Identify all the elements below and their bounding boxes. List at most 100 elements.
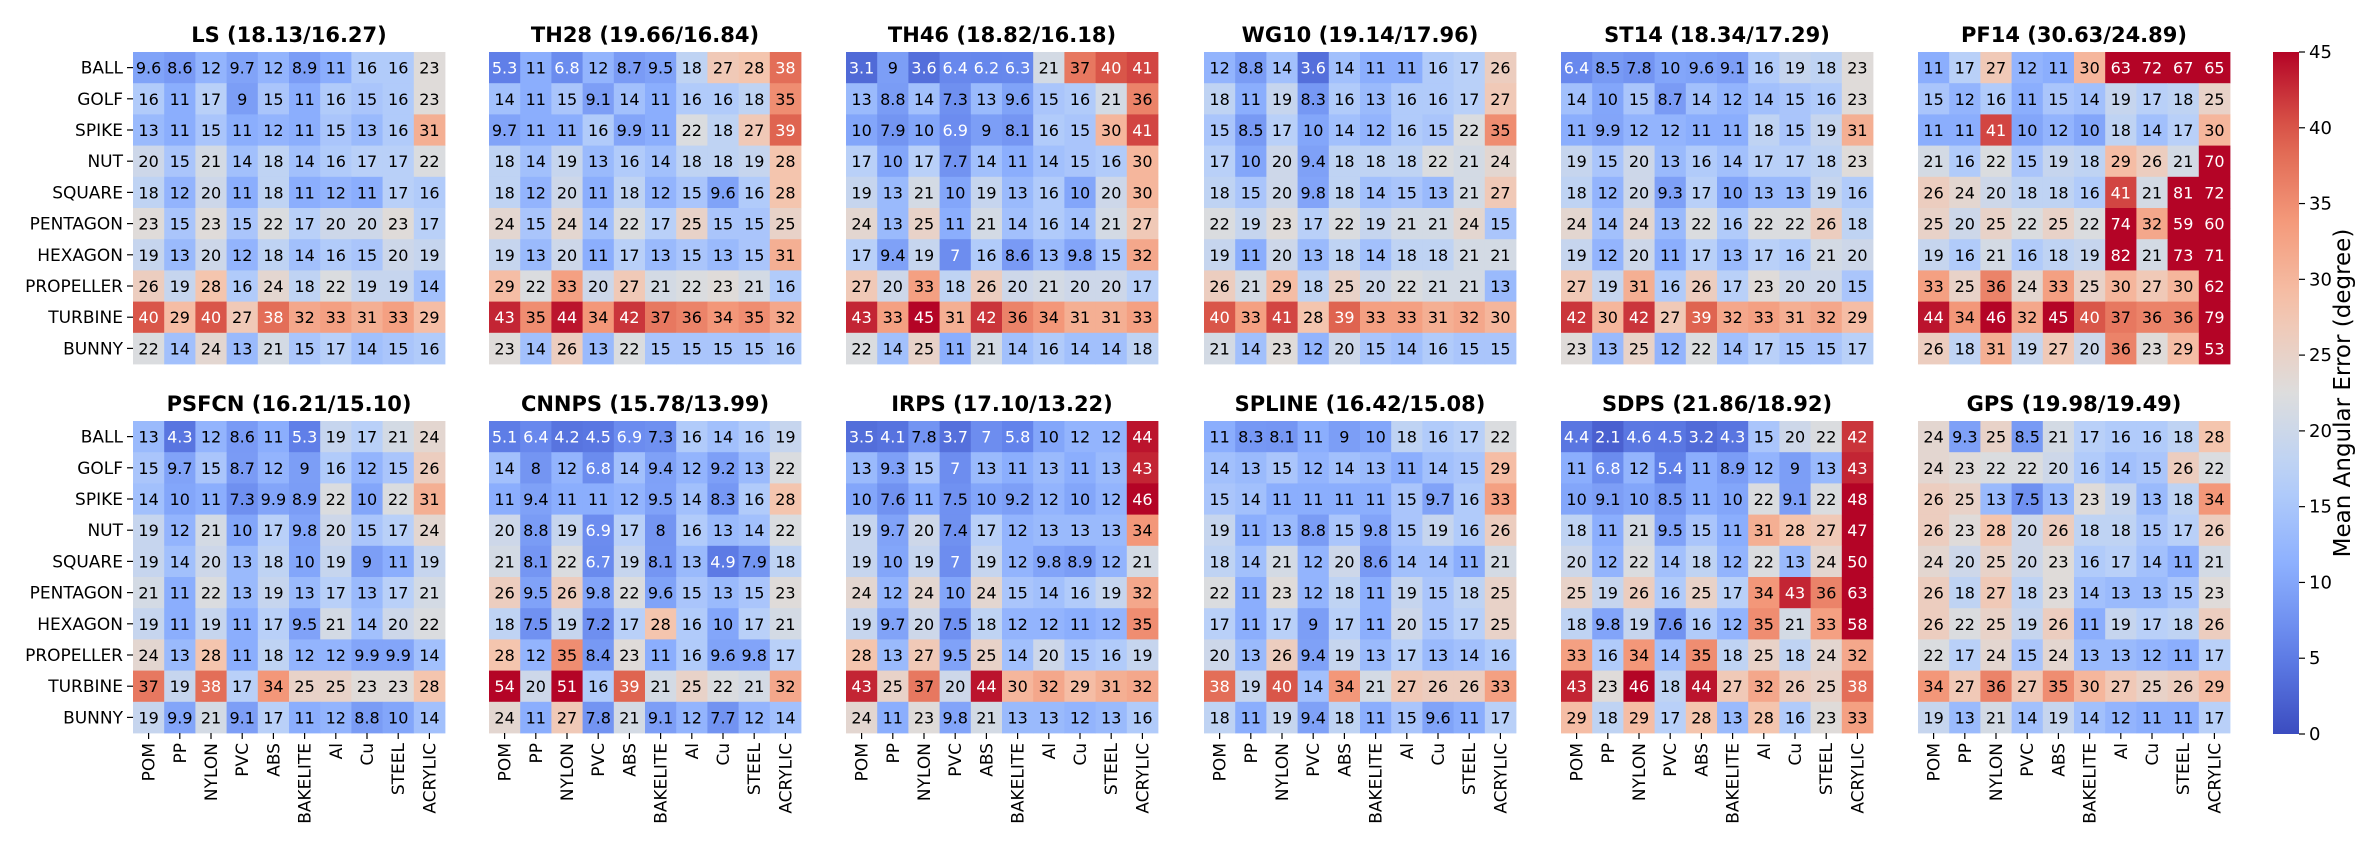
heatmap-cell — [413, 145, 446, 178]
heatmap-cell — [1266, 145, 1298, 178]
cell-value-label: 12 — [1039, 490, 1059, 509]
heatmap-cell — [289, 701, 321, 734]
heatmap-cell — [582, 83, 615, 115]
cell-value-label: 5.1 — [492, 428, 517, 447]
cell-value-label: 6.8 — [554, 59, 579, 78]
heatmap-cell — [1841, 639, 1874, 671]
cell-value-label: 19 — [138, 521, 158, 540]
cell-value-label: 16 — [682, 428, 702, 447]
cell-value-label: 14 — [1241, 490, 1261, 509]
heatmap-cell — [1654, 52, 1687, 84]
cell-value-label: 14 — [170, 339, 190, 358]
heatmap-cell — [1328, 639, 1361, 671]
cell-value-label: 22 — [138, 339, 158, 358]
cell-value-label: 26 — [1923, 490, 1943, 509]
heatmap-cell — [676, 83, 708, 115]
cell-value-label: 14 — [1272, 59, 1292, 78]
cell-value-label: 9 — [1339, 428, 1349, 447]
cell-value-label: 9.7 — [492, 121, 517, 140]
cell-value-label: 11 — [1660, 246, 1680, 265]
heatmap-cell — [676, 514, 708, 547]
heatmap-cell — [738, 483, 771, 515]
cell-value-label: 19 — [1923, 246, 1943, 265]
heatmap-cell — [289, 545, 321, 578]
y-tick-label: BUNNY — [63, 339, 124, 359]
heatmap-cell — [1360, 670, 1392, 703]
heatmap-cell — [1592, 701, 1624, 734]
cell-value-label: 15 — [1209, 490, 1229, 509]
cell-value-label: 14 — [2017, 708, 2037, 727]
x-tick-label: ABS — [620, 743, 640, 777]
heatmap-cell — [1204, 452, 1236, 484]
cell-value-label: 23 — [419, 90, 439, 109]
cell-value-label: 14 — [1241, 552, 1261, 571]
heatmap-cell — [320, 239, 352, 271]
cell-value-label: 23 — [1955, 459, 1975, 478]
cell-value-label: 21 — [1459, 246, 1479, 265]
cell-value-label: 18 — [1428, 246, 1448, 265]
cell-value-label: 20 — [883, 277, 903, 296]
cell-value-label: 26 — [2204, 615, 2224, 634]
cell-value-label: 17 — [1303, 215, 1323, 234]
heatmap-cell — [489, 483, 521, 515]
cell-value-label: 18 — [263, 552, 283, 571]
heatmap-cell — [1266, 83, 1298, 115]
heatmap-cell — [2167, 83, 2200, 115]
cell-value-label: 6.9 — [585, 521, 610, 540]
cell-value-label: 22 — [2204, 459, 2224, 478]
heatmap-cell — [1623, 514, 1655, 547]
heatmap-cell — [1918, 332, 1950, 365]
cell-value-label: 39 — [775, 121, 795, 140]
cell-value-label: 16 — [1101, 152, 1121, 171]
heatmap-cell — [707, 452, 739, 484]
cell-value-label: 20 — [201, 183, 221, 202]
cell-value-label: 28 — [494, 646, 514, 665]
heatmap-cell — [613, 608, 646, 640]
cell-value-label: 13 — [1241, 459, 1261, 478]
x-tick-label: BAKELITE — [1367, 743, 1387, 824]
cell-value-label: 15 — [263, 90, 283, 109]
cell-value-label: 15 — [1365, 339, 1385, 358]
heatmap-cell — [1126, 577, 1159, 609]
heatmap-cell — [195, 239, 227, 271]
cell-value-label: 16 — [1039, 215, 1059, 234]
heatmap-cell — [1717, 208, 1749, 240]
cell-value-label: 3.6 — [1300, 59, 1325, 78]
heatmap-cell — [1779, 452, 1811, 484]
cell-value-label: 15 — [388, 339, 408, 358]
heatmap-cell — [1297, 608, 1330, 640]
heatmap-cell — [1717, 608, 1749, 640]
cell-value-label: 17 — [775, 646, 795, 665]
cell-value-label: 15 — [1490, 339, 1510, 358]
cell-value-label: 7.3 — [942, 90, 967, 109]
heatmap-cell — [382, 52, 415, 84]
cell-value-label: 24 — [2017, 277, 2037, 296]
heatmap-cell — [226, 701, 259, 734]
cell-value-label: 21 — [1365, 677, 1385, 696]
cell-value-label: 40 — [1272, 677, 1292, 696]
heatmap-cell — [195, 483, 227, 515]
cell-value-label: 9 — [1308, 615, 1318, 634]
cell-value-label: 15 — [2142, 521, 2162, 540]
cell-value-label: 15 — [650, 339, 670, 358]
heatmap-cell — [289, 270, 321, 302]
heatmap-cell — [1779, 114, 1811, 146]
heatmap-cell — [1360, 514, 1392, 547]
heatmap-cell — [1654, 577, 1687, 609]
heatmap-cell — [164, 545, 196, 578]
cell-value-label: 20 — [1209, 646, 1229, 665]
heatmap-cell — [1810, 114, 1843, 146]
cell-value-label: 10 — [388, 708, 408, 727]
heatmap-cell — [551, 452, 583, 484]
cell-value-label: 15 — [170, 152, 190, 171]
heatmap-cell — [1266, 577, 1298, 609]
cell-value-label: 14 — [494, 90, 514, 109]
cell-value-label: 25 — [1955, 490, 1975, 509]
cell-value-label: 14 — [1007, 646, 1027, 665]
cell-value-label: 19 — [2111, 615, 2131, 634]
heatmap-cell — [2198, 545, 2231, 578]
cell-value-label: 16 — [1428, 59, 1448, 78]
cell-value-label: 44 — [976, 677, 996, 696]
cell-value-label: 24 — [557, 215, 577, 234]
heatmap-cell — [226, 208, 259, 240]
